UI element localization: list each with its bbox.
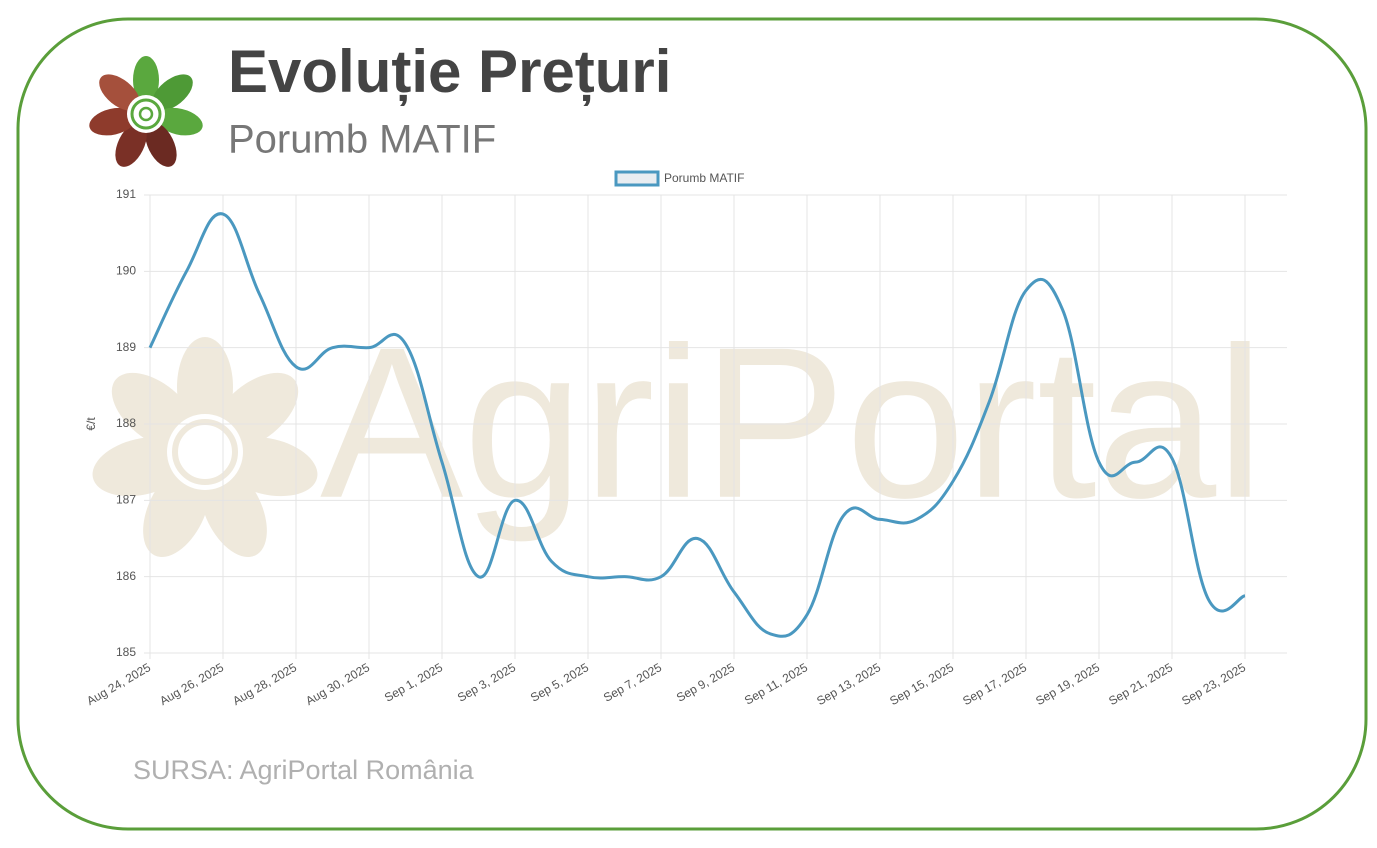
y-tick-label: 187 [116, 493, 136, 507]
y-tick-label: 189 [116, 340, 136, 354]
y-axis-label: €/t [84, 417, 98, 431]
logo [89, 56, 203, 167]
source: SURSA: AgriPortal România [133, 755, 475, 785]
y-tick-label: 190 [116, 264, 136, 278]
subtitle: Porumb MATIF [228, 118, 496, 162]
y-tick-label: 188 [116, 416, 136, 430]
watermark-text: AgriPortal [320, 302, 1264, 543]
series-line [148, 212, 1246, 638]
title: Evoluție Prețuri [228, 38, 671, 106]
y-tick-label: 185 [116, 645, 136, 659]
y-tick-label: 186 [116, 569, 136, 583]
legend-swatch [614, 170, 660, 187]
watermark-flower [92, 337, 318, 558]
y-tick-label: 191 [116, 187, 136, 201]
legend-label: Porumb MATIF [664, 171, 744, 185]
